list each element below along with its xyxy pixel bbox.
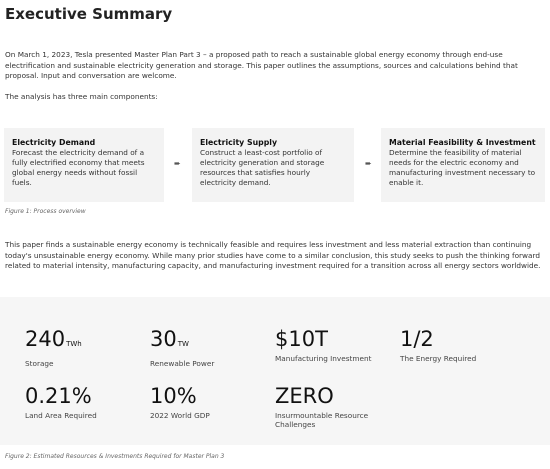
figure-caption: Figure 1: Process overview — [5, 208, 86, 215]
stat-label: Storage — [25, 359, 54, 368]
stat-value: 10% — [150, 385, 275, 407]
stat-value: 1/2 — [400, 328, 525, 350]
stats-panel — [0, 297, 550, 445]
component-title: Electricity Supply — [200, 138, 278, 147]
component-text: Determine the feasibility of material ne… — [389, 148, 536, 187]
arrow: ➨ — [365, 159, 372, 168]
stat: 10% 2022 World GDP — [150, 385, 275, 420]
stat-number: 1/2 — [400, 327, 434, 351]
stat: 1/2 The Energy Required — [400, 328, 525, 363]
stat-value: ZERO — [275, 385, 400, 407]
stat-number: 30 — [150, 327, 177, 351]
stat-label: The Energy Required — [400, 354, 477, 363]
stat-value: $10T — [275, 328, 400, 350]
stat-number: 240 — [25, 327, 66, 351]
stat-number: ZERO — [275, 384, 334, 408]
stat-label: Manufacturing Investment — [275, 354, 372, 363]
stat: ZERO Insurmountable Resource Challenges — [275, 385, 400, 429]
component-text: Construct a least-cost portfolio of elec… — [200, 148, 325, 187]
stat: 240TWh Storage — [25, 328, 150, 368]
stat-number: 10% — [150, 384, 197, 408]
stat-label: 2022 World GDP — [150, 411, 210, 420]
stat-value: 30TW — [150, 328, 275, 355]
stat-label: Land Area Required — [25, 411, 97, 420]
component-title: Electricity Demand — [12, 138, 96, 147]
stat-number: 0.21% — [25, 384, 92, 408]
stat-unit: TW — [177, 340, 189, 348]
arrow: ➨ — [174, 159, 181, 168]
component-title: Material Feasibility & Investment — [389, 138, 536, 147]
component-text: Forecast the electricity demand of a ful… — [12, 148, 145, 187]
component-box: Electricity Supply Construct a least-cos… — [192, 128, 354, 202]
stat-value: 240TWh — [25, 328, 150, 355]
intro-lead: The analysis has three main components: — [5, 92, 158, 101]
stat: $10T Manufacturing Investment — [275, 328, 400, 363]
component-box: Electricity Demand Forecast the electric… — [4, 128, 164, 202]
stat: 30TW Renewable Power — [150, 328, 275, 368]
findings-paragraph: This paper finds a sustainable energy ec… — [5, 240, 541, 270]
intro-paragraph: On March 1, 2023, Tesla presented Master… — [5, 50, 518, 80]
title: Executive Summary — [5, 5, 173, 23]
stat-value: 0.21% — [25, 385, 150, 407]
component-box: Material Feasibility & Investment Determ… — [381, 128, 545, 202]
stat-label: Renewable Power — [150, 359, 215, 368]
stat-label: Insurmountable Resource Challenges — [275, 411, 369, 429]
stat-unit: TWh — [66, 340, 82, 348]
stat: 0.21% Land Area Required — [25, 385, 150, 420]
figure-caption: Figure 2: Estimated Resources & Investme… — [5, 453, 225, 460]
stat-number: $10T — [275, 327, 328, 351]
